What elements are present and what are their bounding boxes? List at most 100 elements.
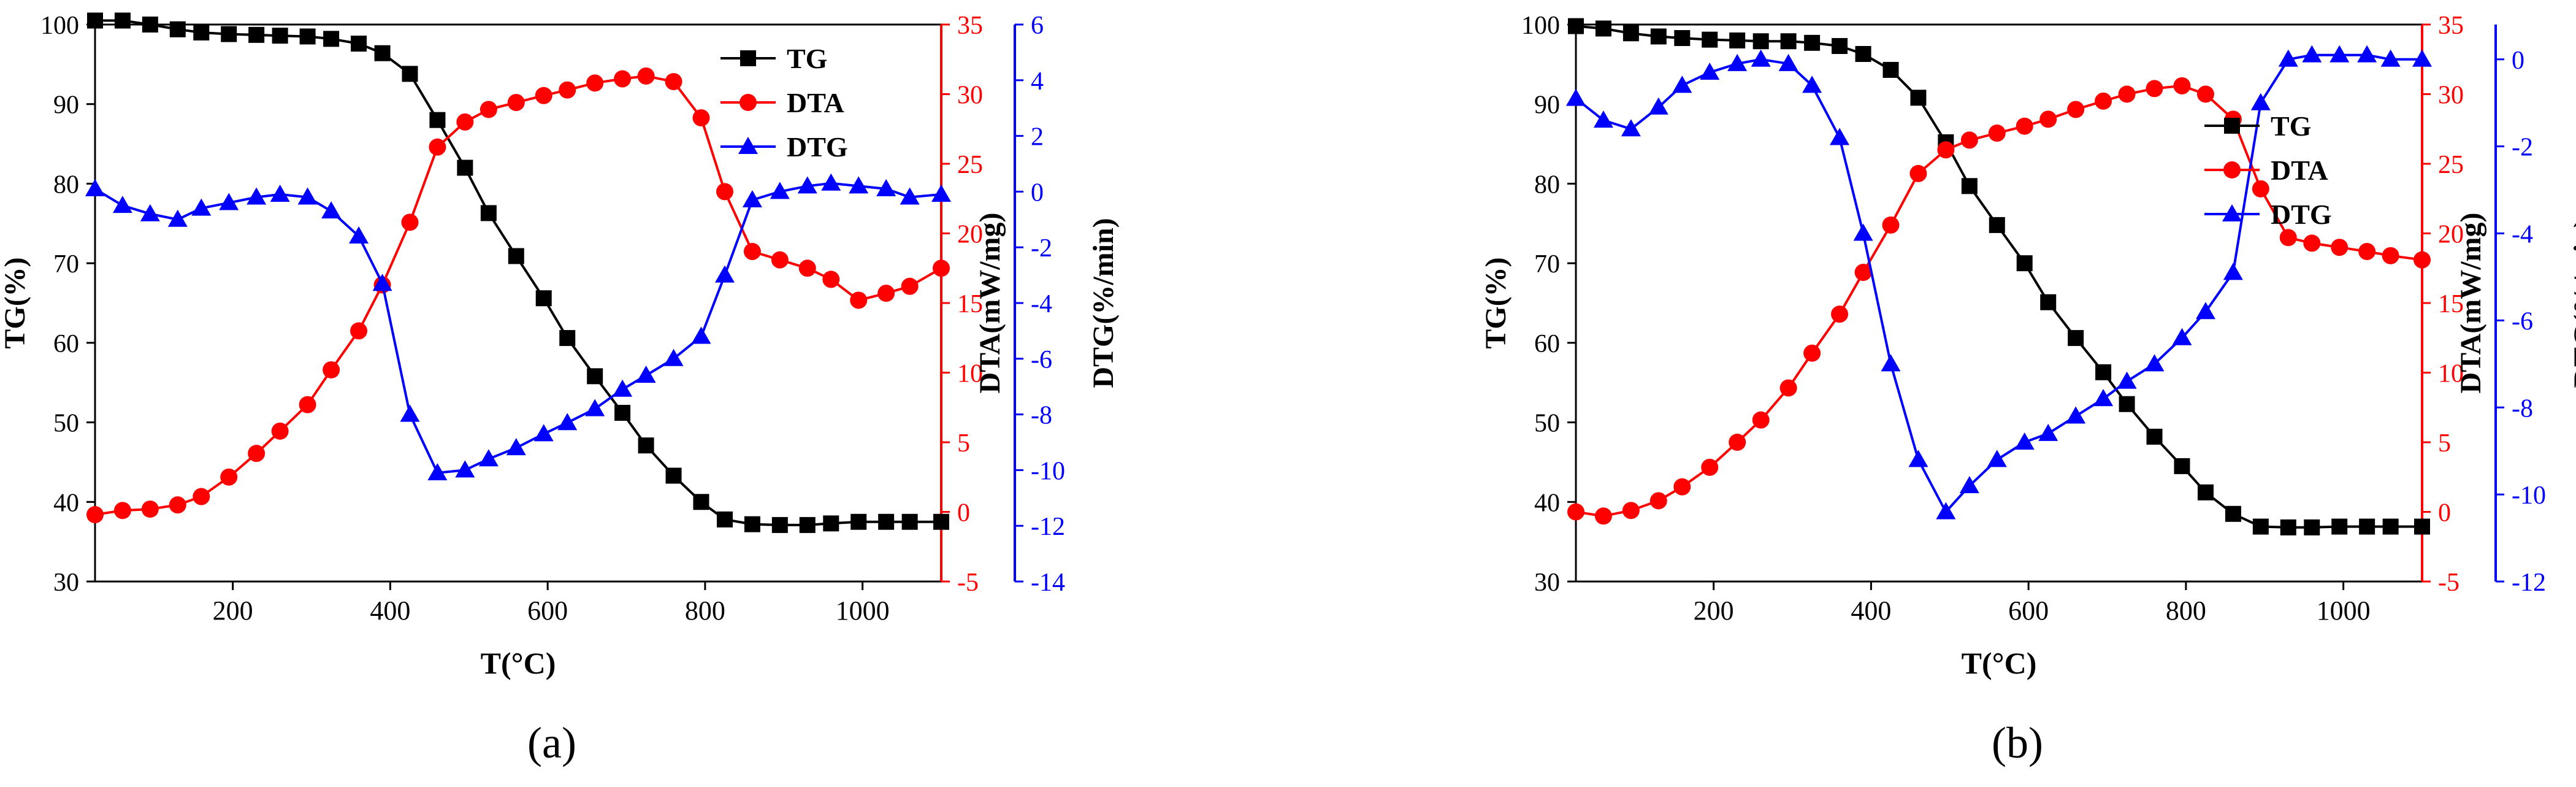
dta-tick-label: 5 — [957, 429, 970, 458]
dtg-tick-label: 0 — [2512, 47, 2524, 75]
tg-point — [933, 513, 949, 530]
tg-point — [169, 21, 186, 37]
dtg-point — [247, 187, 267, 205]
dtg-series — [85, 173, 951, 480]
tg-point — [638, 437, 654, 454]
dtg-series — [1566, 45, 2432, 520]
tg-line — [1575, 25, 2422, 529]
dtg-point — [1593, 110, 1613, 128]
dta-tick-label: 10 — [957, 360, 983, 388]
dtg-tick-label: 2 — [1031, 123, 1044, 152]
dta-point — [2358, 243, 2376, 261]
tg-point — [2119, 396, 2135, 412]
dtg-point — [770, 182, 790, 199]
dtg-point — [85, 179, 105, 196]
dta-tick-label: 35 — [2438, 12, 2464, 40]
dta-point — [2016, 117, 2033, 135]
dta-point — [323, 361, 340, 378]
tg-point — [351, 36, 367, 52]
dta-point — [1960, 131, 1978, 149]
dta-point — [2146, 80, 2163, 98]
tg-point — [2016, 255, 2033, 272]
dtg-point — [2329, 45, 2350, 63]
dtg-tick-label: -10 — [2512, 482, 2546, 510]
x-tick-label: 200 — [1694, 596, 1734, 626]
dtg-point — [372, 274, 392, 291]
dtg-point — [219, 193, 239, 210]
dtg-point — [2066, 406, 2086, 424]
tg-tick-label: 60 — [1534, 330, 1560, 358]
x-axis-label: T(°C) — [1962, 646, 2037, 680]
dta-point — [169, 496, 186, 514]
dta-point — [614, 70, 632, 88]
dtg-point — [321, 201, 342, 219]
x-tick-label: 1000 — [2317, 596, 2371, 626]
legend-marker-dta — [2223, 161, 2241, 179]
tg-point — [2252, 518, 2269, 535]
tg-point — [2359, 518, 2375, 535]
legend-marker-dtg — [738, 137, 758, 154]
dta-tick-label: 30 — [957, 82, 983, 110]
tg-point — [2040, 294, 2057, 310]
dta-point — [1803, 344, 1821, 362]
dtg-tick-label: -8 — [1031, 402, 1052, 430]
tg-tick-label: 70 — [53, 250, 79, 278]
tg-axis-label: TG(%) — [1480, 257, 1512, 348]
tg-point — [2146, 428, 2163, 445]
tg-tick-label: 30 — [53, 569, 79, 597]
x-axis-label: T(°C) — [481, 646, 556, 680]
dta-point — [901, 277, 919, 295]
dta-point — [507, 94, 525, 112]
dtg-point — [1648, 97, 1668, 115]
dtg-point — [1621, 119, 1641, 137]
tg-point — [1595, 20, 1611, 37]
tg-point — [850, 513, 867, 530]
dta-tick-label: 5 — [2438, 429, 2451, 458]
tg-point — [2331, 518, 2348, 535]
dta-point — [692, 109, 710, 127]
tg-point — [799, 516, 816, 533]
dta-point — [480, 101, 497, 118]
tg-point — [272, 28, 288, 44]
dtg-point — [112, 196, 132, 213]
dta-tick-label: 15 — [957, 290, 983, 318]
dtg-point — [663, 348, 684, 366]
dta-point — [1752, 411, 1770, 429]
tg-point — [823, 515, 839, 532]
dtg-point — [2250, 93, 2271, 110]
tg-point — [1674, 30, 1691, 47]
tg-point — [1855, 45, 1871, 62]
tg-point — [535, 290, 552, 307]
x-tick-label: 200 — [213, 596, 253, 626]
tg-axis-label: TG(%) — [0, 257, 31, 348]
dta-point — [350, 322, 368, 340]
dtg-point — [2412, 49, 2432, 67]
dtg-point — [533, 424, 554, 442]
dtg-tick-label: 0 — [1031, 179, 1044, 207]
x-tick-label: 600 — [2008, 596, 2049, 626]
dta-series — [86, 67, 950, 524]
dta-point — [2279, 229, 2297, 247]
dta-point — [798, 259, 816, 277]
tg-point — [1910, 90, 1927, 106]
tg-point — [1961, 178, 1978, 194]
dtg-point — [2380, 49, 2401, 67]
dta-point — [1831, 305, 1849, 323]
dta-point — [2331, 239, 2349, 256]
tg-point — [2304, 519, 2320, 536]
dtg-point — [2093, 389, 2114, 407]
dta-point — [220, 468, 238, 486]
dtg-point — [455, 460, 475, 478]
dtg-point — [797, 176, 817, 194]
tg-point — [587, 368, 603, 385]
panel-a: 200 400 600 800 1000T(°C)30405060708090100TG… — [0, 12, 1120, 680]
dtg-axis-label: DTG(%/min) — [2568, 218, 2576, 388]
dta-tick-label: 15 — [2438, 290, 2464, 318]
dta-tick-label: 30 — [2438, 82, 2464, 110]
dtg-point — [2117, 371, 2137, 389]
dta-point — [2039, 110, 2057, 128]
dta-point — [2382, 247, 2399, 264]
dta-point — [559, 81, 576, 99]
tg-point — [716, 511, 733, 528]
